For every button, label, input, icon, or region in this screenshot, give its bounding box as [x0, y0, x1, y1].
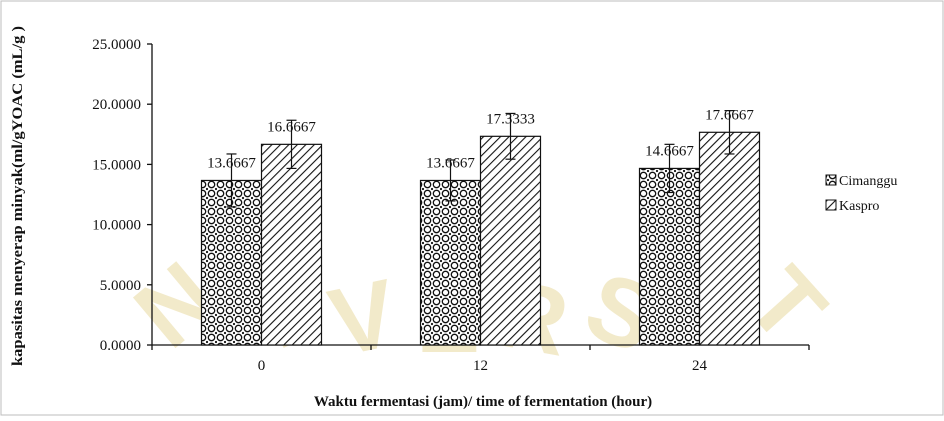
bar-cimanggu [200, 179, 263, 346]
y-tick-label: 15.0000 [92, 157, 141, 173]
legend-label-cimanggu: Cimanggu [839, 174, 897, 189]
error-bars [226, 110, 735, 208]
data-label: 17.6667 [705, 107, 754, 123]
legend-swatch-cimanggu [825, 174, 837, 186]
y-tick-label: 5.0000 [100, 278, 141, 294]
data-labels: 13.6667 13.6667 14.6667 16.6667 17.3333 17.66… [207, 107, 754, 171]
data-label: 14.6667 [645, 143, 694, 159]
bar-cimanggu [419, 179, 482, 346]
x-tick-label: 0 [258, 358, 266, 374]
x-ticks: 0 12 24 [151, 345, 810, 374]
y-tick-label: 10.0000 [92, 218, 141, 234]
data-label: 17.3333 [486, 111, 535, 127]
y-ticks: 0.0000 5.0000 10.0000 15.0000 20.0000 25.0000 [92, 37, 152, 354]
data-label: 16.6667 [267, 119, 316, 135]
x-axis-title: Waktu fermentasi (jam)/ time of fermenta… [314, 394, 652, 410]
bars [200, 131, 761, 346]
data-label: 13.6667 [426, 155, 475, 171]
y-tick-label: 20.0000 [92, 97, 141, 113]
data-label: 13.6667 [207, 155, 256, 171]
x-tick-label: 24 [692, 358, 708, 374]
x-tick-label: 12 [473, 358, 488, 374]
bar-kaspro [260, 143, 323, 346]
y-axis-title: kapasitas menyerap minyak(ml/gYOAC (mL/g… [10, 26, 26, 366]
legend-label-kaspro: Kaspro [839, 199, 879, 214]
legend-swatch-kaspro [825, 199, 837, 211]
bar-kaspro [479, 135, 542, 346]
bar-cimanggu [638, 167, 701, 346]
y-tick-label: 0.0000 [100, 338, 141, 354]
legend: Cimanggu Kaspro [825, 174, 897, 214]
bar-kaspro [698, 131, 761, 346]
y-tick-label: 25.0000 [92, 37, 141, 53]
